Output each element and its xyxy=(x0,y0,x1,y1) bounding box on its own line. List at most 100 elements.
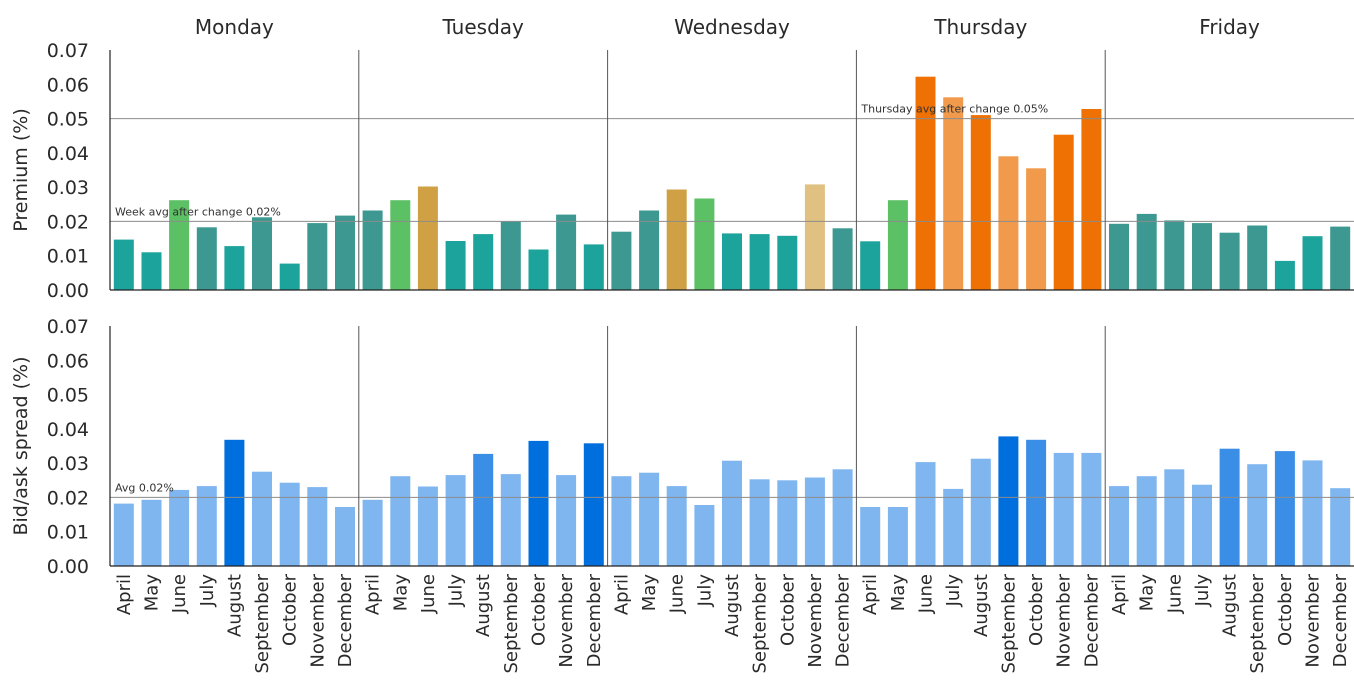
bar-tuesday-september xyxy=(500,221,521,290)
x-tick-label: September xyxy=(501,573,522,673)
bar-monday-may xyxy=(141,252,162,290)
bar-thursday-october xyxy=(1026,168,1047,290)
bar-friday-may xyxy=(1136,213,1157,290)
bar-tuesday-august xyxy=(473,234,494,290)
bar-monday-september xyxy=(252,217,272,290)
bar-wednesday-august xyxy=(722,233,742,290)
bar-monday-november xyxy=(307,487,328,566)
x-tick-label: July xyxy=(1192,574,1213,608)
x-tick-label: June xyxy=(418,574,439,614)
bar-tuesday-april xyxy=(362,210,383,290)
bar-wednesday-december xyxy=(832,228,853,290)
bar-friday-july xyxy=(1192,484,1212,566)
y-tick-label: 0.02 xyxy=(47,487,89,509)
bar-friday-june xyxy=(1164,469,1185,566)
bar-friday-october xyxy=(1274,451,1295,566)
y-tick-label: 0.07 xyxy=(47,40,89,62)
x-tick-label: September xyxy=(998,573,1019,673)
y-tick-label: 0.04 xyxy=(47,419,89,441)
bar-wednesday-october xyxy=(777,480,798,566)
x-tick-label: December xyxy=(833,573,854,667)
bar-monday-december xyxy=(335,507,355,566)
bar-wednesday-july xyxy=(694,198,715,290)
bar-tuesday-november xyxy=(556,214,577,290)
bar-tuesday-may xyxy=(390,200,411,290)
x-tick-label: April xyxy=(860,574,881,615)
x-tick-label: June xyxy=(1164,574,1185,614)
bar-wednesday-november xyxy=(804,477,825,566)
y-tick-label: 0.01 xyxy=(47,522,89,544)
bar-monday-april xyxy=(113,503,134,566)
x-tick-label: December xyxy=(335,573,356,667)
x-tick-label: June xyxy=(916,574,937,614)
bar-monday-july xyxy=(196,486,217,566)
bar-thursday-april xyxy=(860,241,881,290)
bar-tuesday-july xyxy=(445,475,466,566)
bar-thursday-november xyxy=(1053,134,1074,290)
y-tick-label: 0.07 xyxy=(47,316,89,338)
x-tick-label: September xyxy=(252,573,273,673)
bar-tuesday-november xyxy=(556,475,577,566)
x-tick-label: July xyxy=(694,574,715,608)
bar-tuesday-august xyxy=(473,453,494,566)
x-tick-label: December xyxy=(1081,573,1102,667)
bar-monday-december xyxy=(335,215,355,290)
bar-wednesday-april xyxy=(611,476,632,566)
x-tick-label: August xyxy=(224,574,245,637)
bar-tuesday-september xyxy=(500,474,521,566)
premium-panel: 0.00 0.01 0.02 0.03 0.04 0.05 0.06 0.07 Premium … xyxy=(10,40,1354,302)
bar-friday-october xyxy=(1274,260,1295,290)
reference-line-label: Thursday avg after change 0.05% xyxy=(860,103,1048,116)
x-tick-label: August xyxy=(971,574,992,637)
bar-thursday-september xyxy=(998,156,1019,290)
x-tick-label: July xyxy=(197,574,218,608)
bar-friday-november xyxy=(1302,460,1323,566)
y-tick-label: 0.00 xyxy=(47,280,89,302)
bar-friday-april xyxy=(1109,223,1129,290)
day-header-wednesday: Wednesday xyxy=(674,15,790,39)
bar-wednesday-june xyxy=(666,486,687,566)
bar-wednesday-august xyxy=(722,460,742,566)
bar-tuesday-july xyxy=(445,241,466,290)
bar-thursday-august xyxy=(970,115,991,290)
x-axis-labels: April May June July August September October No… xyxy=(114,573,1351,673)
reference-line-label: Avg 0.02% xyxy=(115,481,174,494)
bar-friday-december xyxy=(1330,226,1351,290)
bar-tuesday-october xyxy=(528,249,549,290)
bar-friday-june xyxy=(1164,220,1185,290)
bar-wednesday-december xyxy=(832,469,853,566)
bar-tuesday-december xyxy=(583,244,604,290)
bar-thursday-december xyxy=(1081,109,1102,290)
reference-line-label: Week avg after change 0.02% xyxy=(115,205,281,218)
bar-tuesday-june xyxy=(417,486,438,566)
x-tick-label: June xyxy=(169,574,190,614)
bar-friday-november xyxy=(1302,236,1323,290)
bar-monday-july xyxy=(196,227,217,290)
bar-monday-may xyxy=(141,499,162,566)
x-tick-label: April xyxy=(114,574,135,615)
bar-friday-july xyxy=(1192,223,1212,290)
bar-thursday-august xyxy=(970,458,991,566)
x-tick-label: July xyxy=(446,574,467,608)
x-tick-label: May xyxy=(639,574,660,612)
bar-tuesday-october xyxy=(528,440,549,566)
bar-thursday-november xyxy=(1053,452,1074,566)
day-header-thursday: Thursday xyxy=(933,15,1027,39)
bar-friday-august xyxy=(1219,448,1240,566)
y-tick-label: 0.04 xyxy=(47,143,89,165)
x-tick-label: May xyxy=(390,574,411,612)
x-tick-label: December xyxy=(1330,573,1351,667)
bar-monday-august xyxy=(224,246,245,290)
bar-thursday-june xyxy=(915,76,936,290)
x-tick-label: August xyxy=(722,574,743,637)
y-axis-label: Bid/ask spread (%) xyxy=(10,356,32,535)
bar-monday-june xyxy=(169,489,190,566)
y-tick-label: 0.02 xyxy=(47,211,89,233)
bar-thursday-september xyxy=(998,436,1019,566)
x-tick-label: May xyxy=(142,574,163,612)
x-tick-label: August xyxy=(473,574,494,637)
bar-friday-may xyxy=(1136,476,1157,566)
day-header-friday: Friday xyxy=(1199,15,1260,39)
y-tick-label: 0.00 xyxy=(47,556,89,578)
